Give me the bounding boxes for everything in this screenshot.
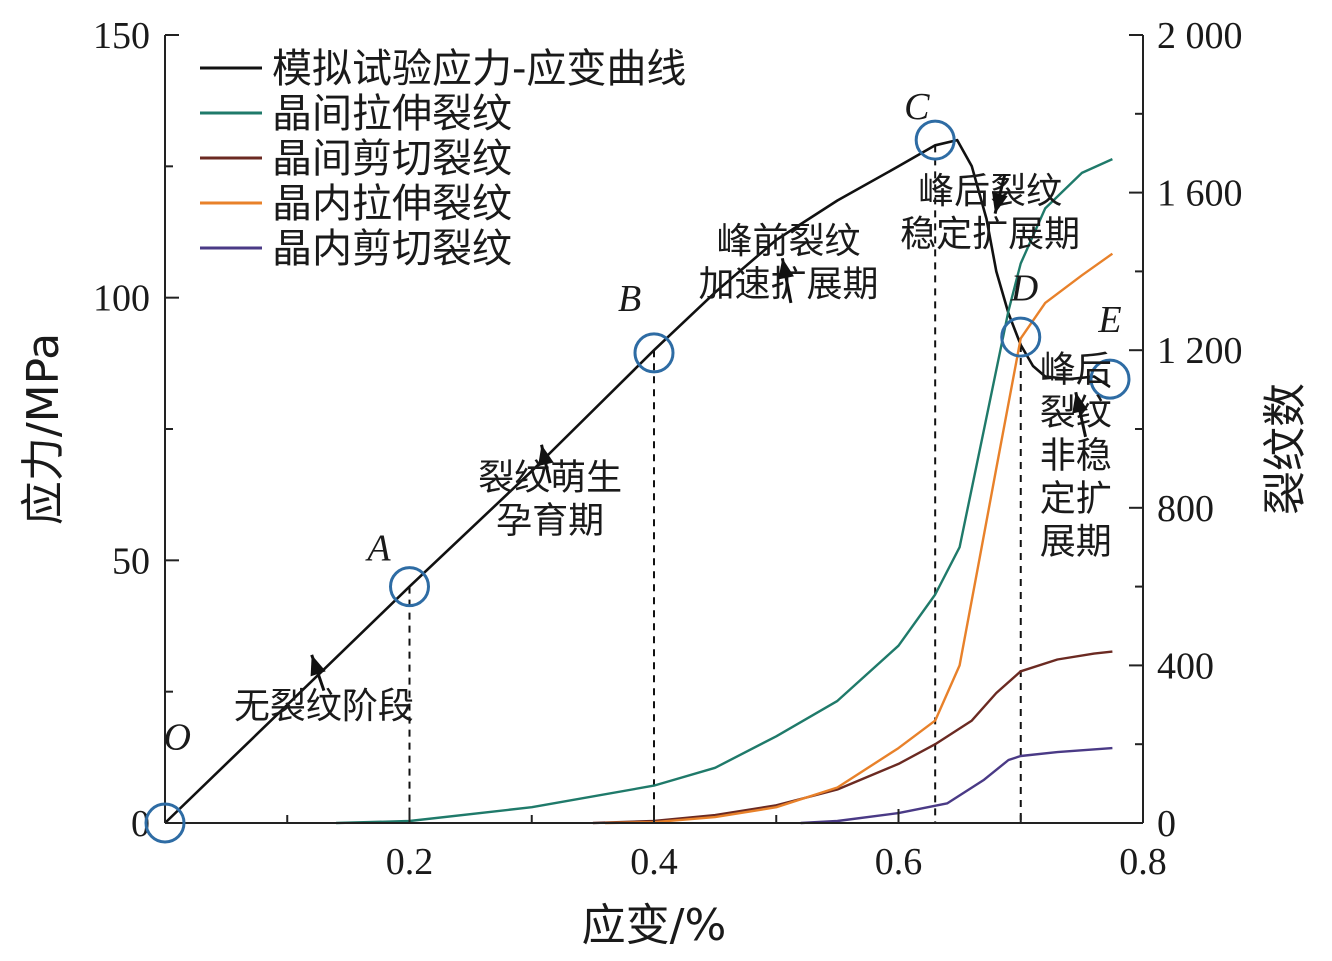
legend-label-2: 晶间剪切裂纹: [272, 136, 512, 182]
marker-circle-d: [1000, 316, 1042, 358]
series-line-4: [800, 746, 1113, 825]
series-line-1: [336, 158, 1113, 825]
axis-titles: 应变/% 应力/MPa 裂纹数: [18, 333, 1311, 951]
marker-label-a: A: [364, 527, 391, 569]
series-line-3: [605, 252, 1114, 825]
axes: [164, 34, 1144, 824]
marker-label-c: C: [904, 86, 930, 128]
y2-tick-label: 800: [1157, 488, 1214, 530]
series-line-0: [164, 138, 1111, 824]
marker-circle-c: [914, 119, 956, 161]
arrow-stage5-head: [1072, 392, 1088, 414]
x-tick-label: 0.4: [630, 841, 678, 883]
stage-divider-lines: [408, 145, 1022, 823]
marker-label-b: B: [618, 278, 641, 320]
y-tick-label: 0: [131, 803, 150, 845]
annotation-stage5-line: 峰后: [1040, 350, 1112, 391]
marker-circle-a: [389, 566, 430, 608]
y-tick-label: 50: [112, 540, 150, 582]
legend-label-1: 晶间拉伸裂纹: [272, 91, 512, 137]
arrow-stage2-head: [538, 444, 554, 467]
y2-tick-label: 2 000: [1157, 15, 1243, 57]
x-tick-label: 0.2: [386, 841, 434, 883]
arrow-stage3-head: [778, 258, 794, 280]
annotation-stage3-line: 峰前裂纹: [716, 221, 860, 262]
marker-circle-b: [633, 332, 675, 374]
y-tick-label: 100: [93, 278, 150, 320]
arrow-stage1-head: [310, 654, 326, 677]
marker-label-d: D: [1010, 267, 1038, 309]
stage-annotations: 无裂纹阶段裂纹萌生孕育期峰前裂纹加速扩展期峰后裂纹稳定扩展期峰后裂纹非稳定扩展期: [234, 171, 1112, 727]
y-tick-label: 150: [93, 15, 150, 57]
arrow-stage4-head: [992, 192, 1008, 214]
annotation-stage5-line: 非稳: [1040, 436, 1112, 477]
y2-tick-label: 400: [1157, 645, 1214, 687]
marker-label-o: O: [163, 716, 190, 758]
y2-tick-label: 1 200: [1157, 330, 1243, 372]
y2-tick-label: 1 600: [1157, 173, 1243, 215]
annotation-stage4-line: 稳定扩展期: [900, 214, 1080, 255]
x-tick-label: 0.6: [875, 841, 923, 883]
marker-circle-o: [144, 802, 186, 844]
annotation-stage1-line: 无裂纹阶段: [234, 686, 414, 727]
annotation-stage5-line: 展期: [1040, 522, 1112, 563]
series-lines: [164, 138, 1114, 825]
annotation-stage4-line: 峰后裂纹: [918, 171, 1062, 212]
point-markers: O A B C D E: [144, 86, 1131, 844]
series-line-2: [592, 650, 1113, 825]
legend-label-0: 模拟试验应力-应变曲线: [272, 46, 686, 92]
x-axis-title: 应变/%: [582, 900, 727, 951]
annotation-stage5-line: 定扩: [1040, 479, 1112, 520]
marker-label-e: E: [1097, 299, 1121, 341]
legend-label-4: 晶内剪切裂纹: [272, 226, 512, 272]
y-axis-title: 应力/MPa: [18, 333, 69, 525]
x-tick-label: 0.8: [1119, 841, 1167, 883]
marker-circle-e: [1089, 358, 1131, 400]
y2-axis-title: 裂纹数: [1260, 383, 1311, 515]
y2-tick-label: 0: [1157, 803, 1176, 845]
annotation-stage2-line: 孕育期: [496, 500, 604, 541]
legend-label-3: 晶内拉伸裂纹: [272, 181, 512, 227]
